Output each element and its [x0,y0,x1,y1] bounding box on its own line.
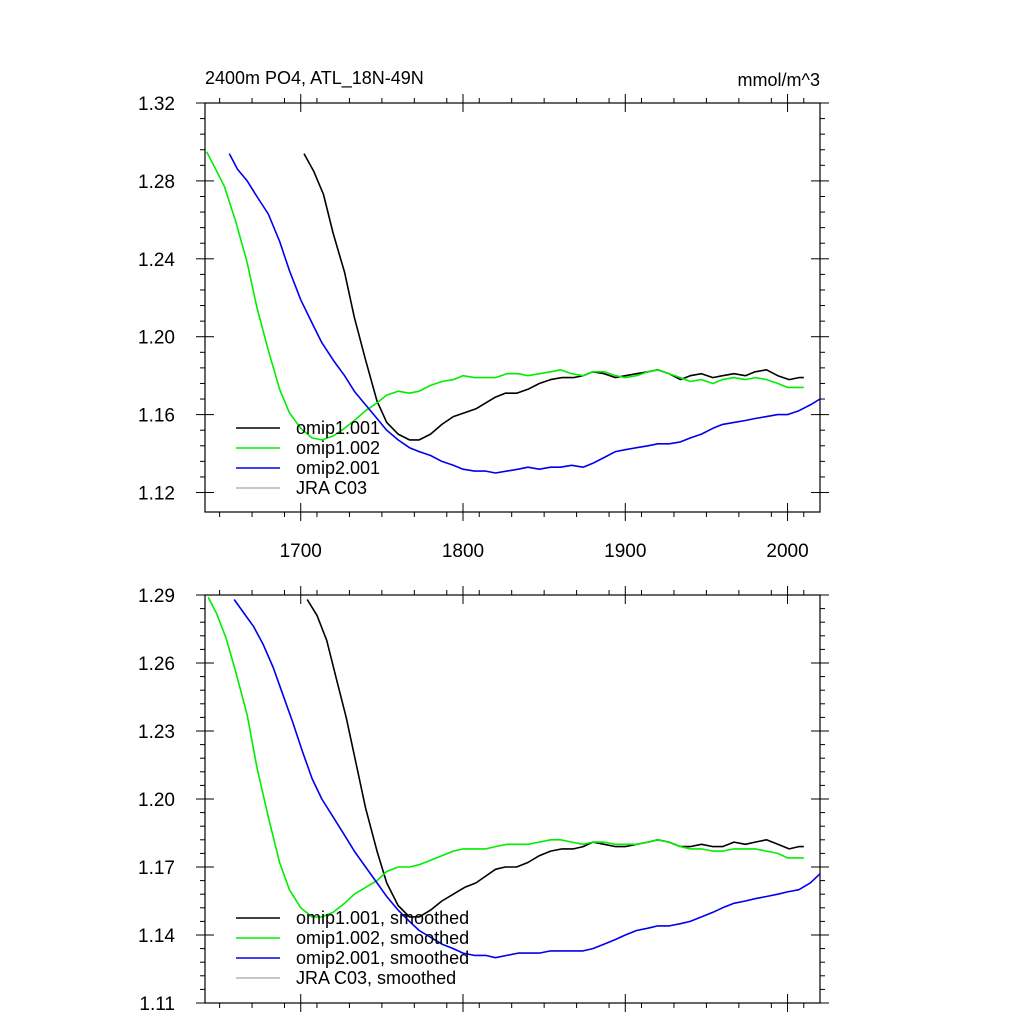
x-tick-label: 2000 [766,541,808,562]
legend-label: omip2.001, smoothed [296,948,469,968]
series-line-omip1-002-smoothed [207,596,804,918]
legend-label: omip2.001 [296,458,380,478]
x-tick-label: 1700 [280,541,322,562]
x-tick-label: 1800 [442,541,484,562]
series-line-omip1-001-smoothed [306,599,804,918]
y-tick-label: 1.20 [138,328,175,349]
top-axis-ticks: 1700 1800 1900 2000 1.12 1.16 1.20 1.24 1.28 1.32 [138,94,829,562]
top-panel: 2400m PO4, ATL_18N-49N mmol/m^3 1700 1800… [138,68,829,562]
y-tick-label: 1.16 [138,406,175,427]
y-tick-label: 1.11 [139,994,175,1015]
series-line-omip2-001 [228,153,820,474]
legend-label: omip1.002 [296,438,380,458]
bottom-panel: 1.11 1.14 1.17 1.20 1.23 1.26 1.29 omip1.001, … [138,586,829,1015]
legend-label: JRA C03, smoothed [296,968,456,988]
legend-label: omip1.001, smoothed [296,908,469,928]
top-plot-area [205,151,820,474]
y-tick-label: 1.20 [138,790,175,811]
units-label: mmol/m^3 [738,70,820,90]
chart-title: 2400m PO4, ATL_18N-49N [205,68,424,89]
y-tick-label: 1.26 [138,654,175,675]
y-tick-label: 1.24 [138,250,175,271]
y-tick-label: 1.32 [138,94,175,115]
legend-label: omip1.002, smoothed [296,928,469,948]
top-plot-frame [204,102,821,513]
bottom-axis-ticks: 1.11 1.14 1.17 1.20 1.23 1.26 1.29 [138,586,829,1015]
series-line-omip1-001 [303,153,804,441]
y-tick-label: 1.12 [138,484,175,505]
y-tick-label: 1.28 [138,172,175,193]
legend-label: omip1.001 [296,418,380,438]
bottom-plot-frame [204,594,821,1004]
bottom-plot-area [207,596,820,959]
y-tick-label: 1.23 [138,722,175,743]
series-line-omip1-002 [205,151,804,441]
legend-label: JRA C03 [296,478,367,498]
x-tick-label: 1900 [604,541,646,562]
y-tick-label: 1.14 [138,926,175,947]
y-tick-label: 1.29 [138,586,175,607]
series-line-omip2-001-smoothed [233,599,820,959]
y-tick-label: 1.17 [138,858,175,879]
